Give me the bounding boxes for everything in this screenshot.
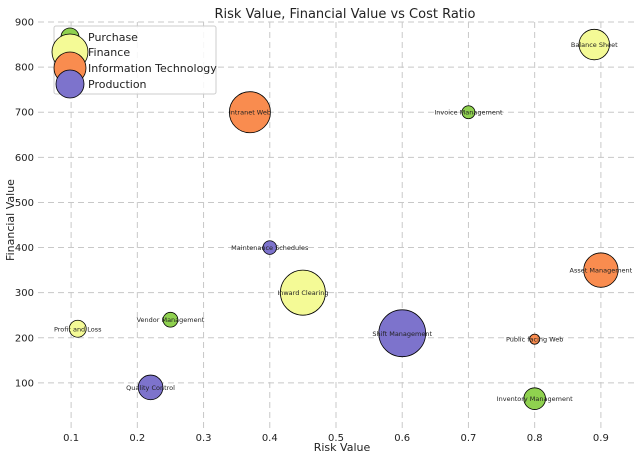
y-tick-label: 500 — [15, 198, 34, 209]
bubble-label: Shift Management — [372, 330, 432, 338]
y-tick-label: 600 — [15, 153, 34, 164]
y-tick-label: 700 — [15, 108, 34, 119]
x-tick-label: 0.3 — [196, 433, 212, 444]
y-tick-label: 400 — [15, 243, 34, 254]
y-tick-label: 900 — [15, 18, 34, 29]
y-tick-label: 200 — [15, 333, 34, 344]
x-tick-label: 0.7 — [460, 433, 476, 444]
legend-marker-production — [55, 69, 85, 99]
x-tick-label: 0.8 — [527, 433, 543, 444]
chart-title: Risk Value, Financial Value vs Cost Rati… — [215, 7, 476, 22]
bubble-labels: Invoice Management Vendor Management Inven… — [54, 41, 633, 403]
bubble-label: Vendor Management — [137, 316, 205, 324]
x-tick-label: 0.9 — [593, 433, 609, 444]
bubble-label: Quality Control — [126, 384, 175, 392]
legend: Purchase Finance Information Technology Pro… — [51, 25, 217, 99]
bubble-label: Intranet Web — [229, 109, 271, 117]
bubble-vendor-management — [162, 311, 179, 328]
bubbles — [68, 28, 619, 410]
legend-label: Information Technology — [88, 62, 217, 75]
bubble-public-facing-web — [529, 333, 541, 345]
bubble-label: Inventory Management — [497, 395, 573, 403]
bubble-shift-management — [378, 309, 427, 358]
legend-label: Production — [88, 78, 147, 91]
bubble-profit-and-loss — [68, 319, 87, 338]
bubble-inward-clearing — [279, 269, 326, 316]
x-tick-label: 0.4 — [262, 433, 278, 444]
y-axis-label: Financial Value — [4, 179, 17, 261]
bubble-label: Balance Sheet — [571, 41, 618, 49]
bubble-maintenance-schedules — [262, 240, 277, 255]
bubble-label: Asset Management — [570, 267, 633, 275]
bubble-label: Invoice Management — [434, 109, 503, 117]
bubble-label: Public facing Web — [506, 336, 563, 344]
x-axis-ticks: 0.1 0.2 0.3 0.4 0.5 0.6 0.7 0.8 0.9 — [63, 433, 609, 444]
x-tick-label: 0.1 — [63, 433, 79, 444]
bubble-invoice-management — [461, 105, 476, 120]
bubble-asset-management — [583, 252, 619, 288]
bubble-intranet-web — [228, 91, 271, 134]
bubble-quality-control — [137, 374, 164, 401]
x-axis-label: Risk Value — [314, 441, 371, 454]
bubble-label: Maintenance Schedules — [231, 244, 309, 252]
bubble-label: Profit and Loss — [54, 325, 102, 333]
y-axis-ticks: 100 200 300 400 500 600 700 800 900 — [15, 18, 34, 390]
legend-label: Finance — [88, 46, 130, 59]
legend-label: Purchase — [88, 31, 138, 44]
y-tick-label: 300 — [15, 288, 34, 299]
y-tick-label: 800 — [15, 63, 34, 74]
x-tick-label: 0.6 — [394, 433, 410, 444]
bubble-inventory-management — [523, 387, 546, 410]
bubble-label: Inward Clearing — [277, 289, 328, 297]
x-tick-label: 0.2 — [129, 433, 145, 444]
x-tick-label: 0.5 — [328, 433, 344, 444]
y-tick-label: 100 — [15, 378, 34, 389]
bubble-balance-sheet — [578, 28, 610, 61]
grid — [38, 21, 634, 428]
